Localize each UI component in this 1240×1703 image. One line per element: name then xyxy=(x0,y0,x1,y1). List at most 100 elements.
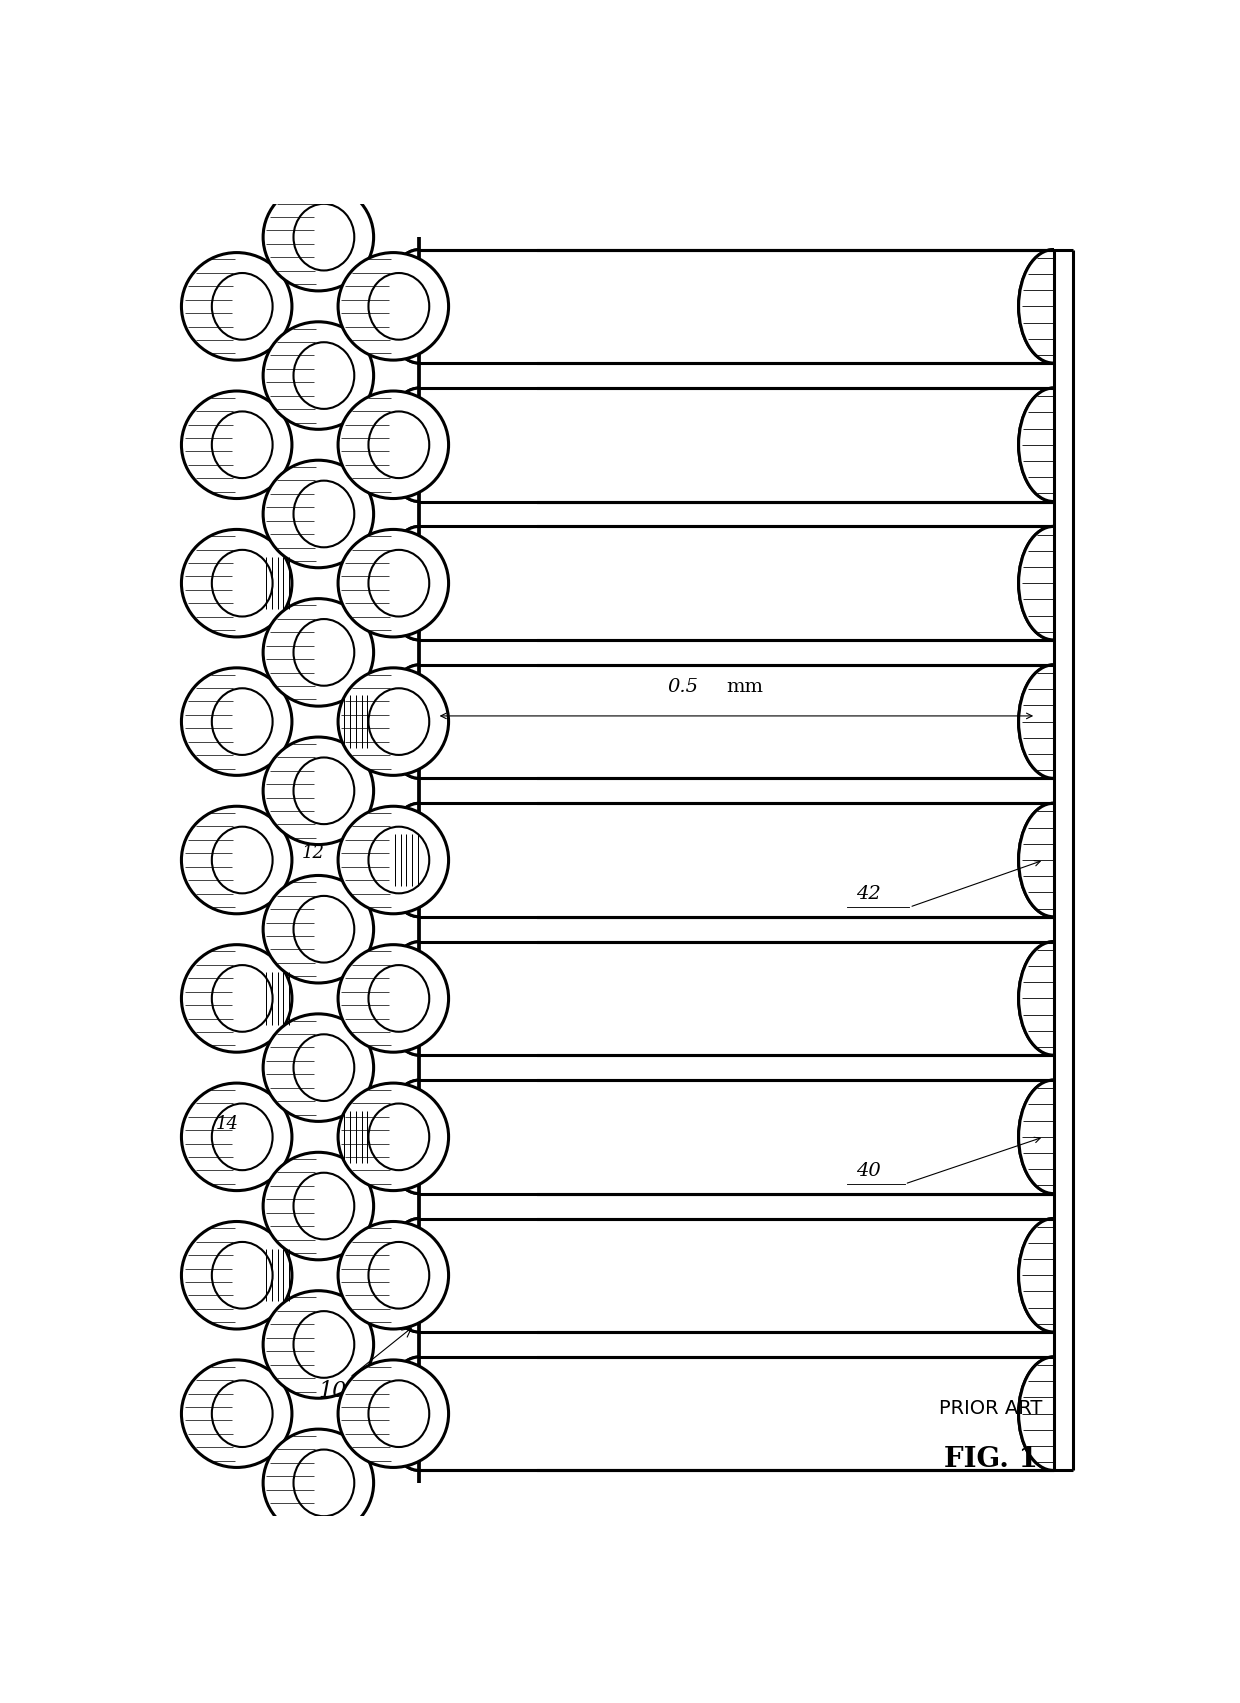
Ellipse shape xyxy=(339,252,449,359)
Bar xyxy=(1054,1076,1172,1197)
Ellipse shape xyxy=(368,1381,429,1448)
Ellipse shape xyxy=(1018,388,1089,501)
Text: PRIOR ART: PRIOR ART xyxy=(940,1398,1043,1417)
Ellipse shape xyxy=(384,1357,454,1470)
Ellipse shape xyxy=(212,688,273,754)
Ellipse shape xyxy=(1018,250,1089,363)
Bar xyxy=(419,804,1054,916)
Ellipse shape xyxy=(339,1083,449,1190)
Ellipse shape xyxy=(384,942,454,1056)
Bar xyxy=(1054,385,1107,504)
Bar xyxy=(1054,385,1172,506)
Ellipse shape xyxy=(294,758,355,824)
Ellipse shape xyxy=(1018,1357,1089,1470)
Ellipse shape xyxy=(339,530,449,637)
Bar xyxy=(419,1219,1054,1332)
Ellipse shape xyxy=(339,1221,449,1328)
Bar xyxy=(419,662,1099,782)
Ellipse shape xyxy=(1018,804,1089,916)
Ellipse shape xyxy=(181,1361,291,1468)
Ellipse shape xyxy=(181,668,291,775)
Bar xyxy=(419,250,1054,363)
Ellipse shape xyxy=(384,1357,454,1470)
Ellipse shape xyxy=(263,1013,373,1121)
Ellipse shape xyxy=(1018,1219,1089,1332)
Bar xyxy=(419,938,1099,1058)
Ellipse shape xyxy=(212,550,273,616)
Bar xyxy=(419,942,1054,1056)
Bar xyxy=(419,661,537,782)
Ellipse shape xyxy=(263,737,373,845)
Ellipse shape xyxy=(294,620,355,686)
Ellipse shape xyxy=(1018,388,1089,501)
Ellipse shape xyxy=(181,530,291,637)
Ellipse shape xyxy=(368,966,429,1032)
Ellipse shape xyxy=(384,388,454,501)
Ellipse shape xyxy=(384,804,454,916)
Bar xyxy=(419,1357,1054,1470)
Ellipse shape xyxy=(212,272,273,339)
Ellipse shape xyxy=(294,204,355,271)
Text: 40: 40 xyxy=(857,1161,882,1180)
Ellipse shape xyxy=(339,806,449,915)
Ellipse shape xyxy=(263,1429,373,1536)
Bar xyxy=(419,1078,1099,1196)
Ellipse shape xyxy=(339,945,449,1052)
Bar xyxy=(1054,938,1172,1059)
Ellipse shape xyxy=(339,1361,449,1468)
Ellipse shape xyxy=(263,322,373,429)
Bar xyxy=(419,799,537,921)
Bar xyxy=(419,938,537,1059)
Ellipse shape xyxy=(368,826,429,894)
Ellipse shape xyxy=(181,1221,291,1328)
Ellipse shape xyxy=(212,1104,273,1170)
Ellipse shape xyxy=(181,1083,291,1190)
Ellipse shape xyxy=(368,412,429,479)
Text: FIG. 1: FIG. 1 xyxy=(944,1446,1038,1473)
Bar xyxy=(419,800,1099,920)
Ellipse shape xyxy=(384,942,454,1056)
Text: 12: 12 xyxy=(303,845,325,862)
Ellipse shape xyxy=(263,1291,373,1398)
Bar xyxy=(1054,523,1172,644)
Ellipse shape xyxy=(212,826,273,894)
Ellipse shape xyxy=(384,1080,454,1194)
Ellipse shape xyxy=(263,460,373,567)
Ellipse shape xyxy=(384,1219,454,1332)
Ellipse shape xyxy=(181,252,291,359)
Text: 10: 10 xyxy=(319,1328,412,1402)
Bar xyxy=(1054,662,1107,782)
Ellipse shape xyxy=(263,875,373,983)
Ellipse shape xyxy=(294,1449,355,1516)
Bar xyxy=(419,385,537,506)
Ellipse shape xyxy=(368,272,429,339)
Ellipse shape xyxy=(1018,250,1089,363)
Bar xyxy=(1054,247,1107,366)
Ellipse shape xyxy=(294,1173,355,1240)
Ellipse shape xyxy=(181,392,291,499)
Ellipse shape xyxy=(1018,942,1089,1056)
Ellipse shape xyxy=(384,664,454,778)
Ellipse shape xyxy=(339,392,449,499)
Ellipse shape xyxy=(384,526,454,640)
Ellipse shape xyxy=(384,388,454,501)
Ellipse shape xyxy=(212,412,273,479)
Ellipse shape xyxy=(294,1034,355,1100)
Bar xyxy=(419,385,1099,504)
Bar xyxy=(419,523,537,644)
Bar xyxy=(1054,1216,1107,1335)
Bar xyxy=(419,1076,537,1197)
Ellipse shape xyxy=(384,804,454,916)
Ellipse shape xyxy=(1018,942,1089,1056)
Ellipse shape xyxy=(384,526,454,640)
Bar xyxy=(1054,1214,1172,1335)
Bar xyxy=(1054,1078,1107,1196)
Ellipse shape xyxy=(1018,526,1089,640)
Ellipse shape xyxy=(1018,1219,1089,1332)
Bar xyxy=(419,1214,537,1335)
Ellipse shape xyxy=(212,966,273,1032)
Bar xyxy=(419,388,1054,501)
Ellipse shape xyxy=(384,250,454,363)
Ellipse shape xyxy=(368,688,429,754)
Bar xyxy=(1054,938,1107,1058)
